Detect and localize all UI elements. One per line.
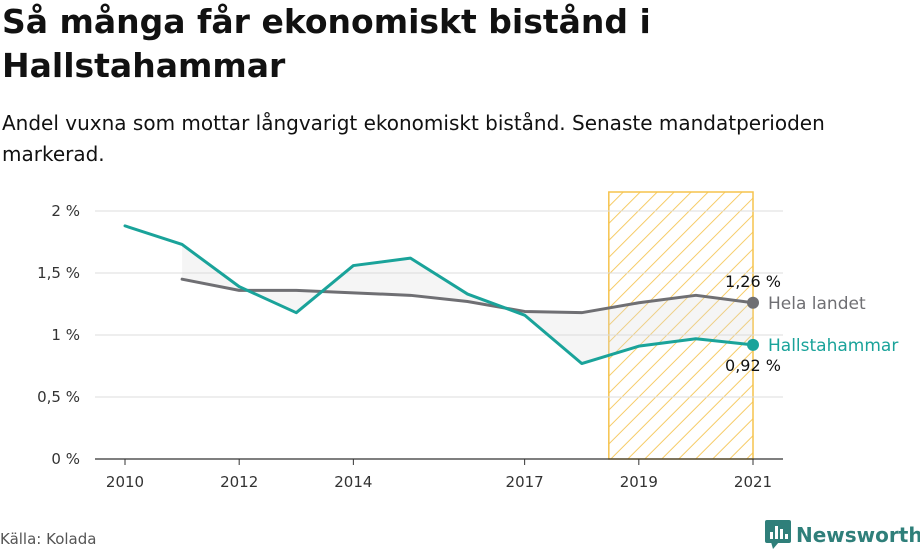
series-line-hela-landet <box>180 277 755 315</box>
series-label-hallstahammar: Hallstahammar <box>768 336 898 356</box>
x-tick-label: 2010 <box>106 473 144 491</box>
x-tick-label: 2014 <box>334 473 372 491</box>
chart-subtitle: Andel vuxna som mottar långvarigt ekonom… <box>2 111 825 166</box>
x-tick-label: 2021 <box>734 473 772 491</box>
difference-area <box>182 244 753 364</box>
chart-title: Så många får ekonomiskt bistånd i Hallst… <box>2 2 651 85</box>
value-label-hallstahammar: 0,92 % <box>725 356 781 375</box>
y-tick-label: 0 % <box>51 450 80 468</box>
x-tick-label: 2019 <box>620 473 658 491</box>
y-tick-label: 1,5 % <box>37 264 80 282</box>
x-tick-label: 2012 <box>220 473 258 491</box>
brand-logo: Newsworthy <box>765 520 920 550</box>
value-label-hela-landet: 1,26 % <box>725 272 781 291</box>
x-tick-label: 2017 <box>506 473 544 491</box>
y-tick-label: 0,5 % <box>37 388 80 406</box>
y-tick-label: 1 % <box>51 326 80 344</box>
highlight-period <box>608 191 754 460</box>
series-end-point-hela-landet <box>747 296 759 309</box>
series-end-point-hallstahammar <box>747 338 759 351</box>
brand-name: Newsworthy <box>796 523 920 547</box>
y-tick-label: 2 % <box>51 202 80 220</box>
source-note: Källa: Kolada <box>0 530 97 548</box>
series-label-hela-landet: Hela landet <box>768 294 866 314</box>
newsworthy-logo-icon <box>765 520 791 549</box>
series-line-hallstahammar <box>123 224 755 366</box>
